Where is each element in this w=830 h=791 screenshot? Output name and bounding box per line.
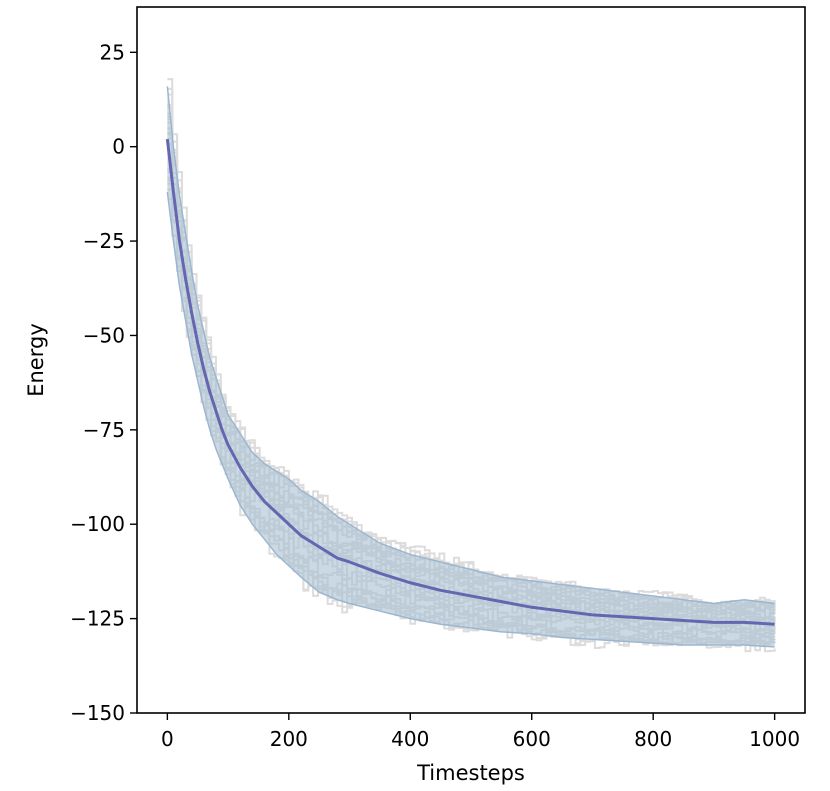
x-axis-label: Timesteps (416, 761, 525, 785)
run-trace (167, 143, 776, 632)
run-trace (167, 87, 776, 609)
x-tick-label: 600 (513, 727, 551, 751)
std-band-fill (167, 86, 775, 647)
run-trace (167, 106, 776, 613)
run-trace (167, 112, 776, 619)
x-tick-label: 400 (391, 727, 429, 751)
run-trace (167, 170, 776, 638)
run-trace (167, 121, 776, 622)
run-trace (167, 93, 776, 613)
std-band (166, 86, 775, 648)
run-trace (167, 137, 776, 632)
x-axis-ticks: 0 200 400 600 800 1000 (161, 713, 800, 751)
y-tick-label: −25 (83, 229, 125, 253)
run-trace (167, 127, 776, 632)
x-tick-label: 800 (634, 727, 672, 751)
y-tick-label: −150 (70, 701, 125, 725)
y-tick-label: 0 (112, 135, 125, 159)
run-trace (167, 115, 776, 620)
run-trace (167, 104, 776, 612)
y-tick-label: −75 (83, 418, 125, 442)
run-trace (167, 133, 776, 635)
axes-frame (136, 6, 806, 714)
y-tick-label: 25 (100, 40, 125, 64)
run-trace (167, 131, 776, 624)
band-lower-edge (166, 191, 775, 648)
x-tick-label: 0 (161, 727, 174, 751)
mean-line-group (165, 138, 775, 626)
run-trace (167, 127, 776, 624)
band-upper-edge (166, 86, 775, 605)
y-tick-label: −50 (83, 323, 125, 347)
y-axis-ticks: 25 0 −25 −50 −75 −100 −125 −150 (70, 40, 137, 725)
x-tick-label: 200 (270, 727, 308, 751)
run-trace (167, 118, 776, 621)
y-tick-label: −125 (70, 607, 125, 631)
x-tick-label: 1000 (749, 727, 800, 751)
y-tick-label: −100 (70, 512, 125, 536)
y-axis-label: Energy (24, 323, 48, 397)
mean-line (165, 138, 775, 626)
individual-runs (167, 78, 776, 653)
